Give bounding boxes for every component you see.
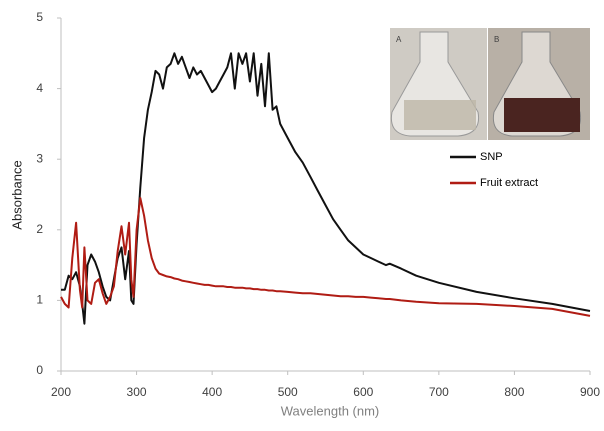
x-tick-label: 400 [202,385,222,399]
x-tick-label: 700 [429,385,449,399]
x-tick-label: 900 [580,385,600,399]
y-tick-label: 1 [36,293,43,307]
x-tick-label: 800 [504,385,524,399]
y-axis-title: Absorbance [9,160,24,229]
data-line [60,197,591,317]
y-tick-label: 4 [36,81,43,95]
inset-photos: A B [390,28,590,140]
x-tick-label: 600 [353,385,373,399]
legend-label: SNP [480,151,503,163]
y-tick-label: 2 [36,222,43,236]
inset-label: B [494,35,499,44]
x-axis-title: Wavelength (nm) [281,403,380,418]
y-tick-label: 0 [36,363,43,377]
legend-label: Fruit extract [480,177,538,189]
liquid-b [504,98,580,132]
y-tick-label: 3 [36,151,43,165]
x-tick-label: 500 [278,385,298,399]
liquid-a [404,100,476,130]
inset-label: A [396,35,402,44]
y-tick-label: 5 [36,10,43,24]
x-tick-label: 300 [127,385,147,399]
x-tick-label: 200 [51,385,71,399]
